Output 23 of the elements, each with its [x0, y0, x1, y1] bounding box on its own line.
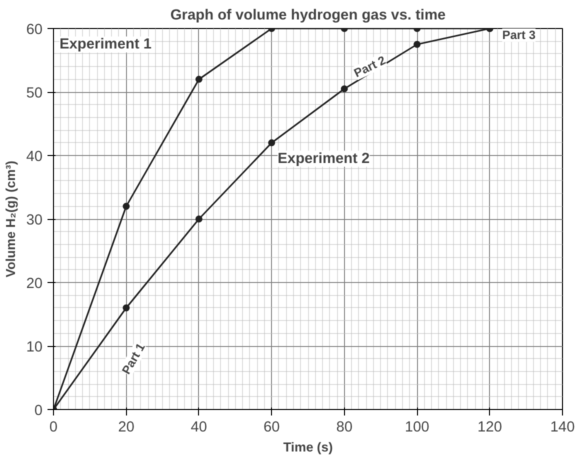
- y-tick-label: 20: [26, 276, 43, 292]
- annotation: Part 3: [502, 28, 536, 42]
- x-tick-label: 140: [550, 420, 575, 436]
- y-tick-label: 50: [26, 86, 43, 102]
- annotation: Part 2: [352, 52, 388, 80]
- y-tick-label: 40: [26, 149, 43, 165]
- x-tick-label: 100: [404, 420, 430, 436]
- y-tick-label: 30: [26, 212, 43, 228]
- x-tick-label: 60: [263, 420, 280, 436]
- x-tick-label: 120: [478, 420, 502, 436]
- x-axis-title: Time (s): [283, 440, 333, 454]
- x-tick-label: 0: [49, 420, 58, 436]
- y-axis-title: Volume H₂(g) (cm³): [3, 160, 18, 278]
- chart-title: Graph of volume hydrogen gas vs. time: [170, 8, 446, 24]
- x-tick-label: 80: [336, 420, 353, 436]
- y-tick-label: 60: [26, 22, 43, 38]
- y-tick-label: 0: [34, 403, 43, 419]
- x-tick-label: 40: [190, 420, 208, 436]
- series-label: Experiment 2: [278, 150, 370, 167]
- x-tick-label: 20: [118, 420, 134, 436]
- y-tick-label: 10: [26, 340, 43, 356]
- text: Experiment 1: [60, 36, 152, 52]
- annotation: Part 1: [119, 340, 148, 377]
